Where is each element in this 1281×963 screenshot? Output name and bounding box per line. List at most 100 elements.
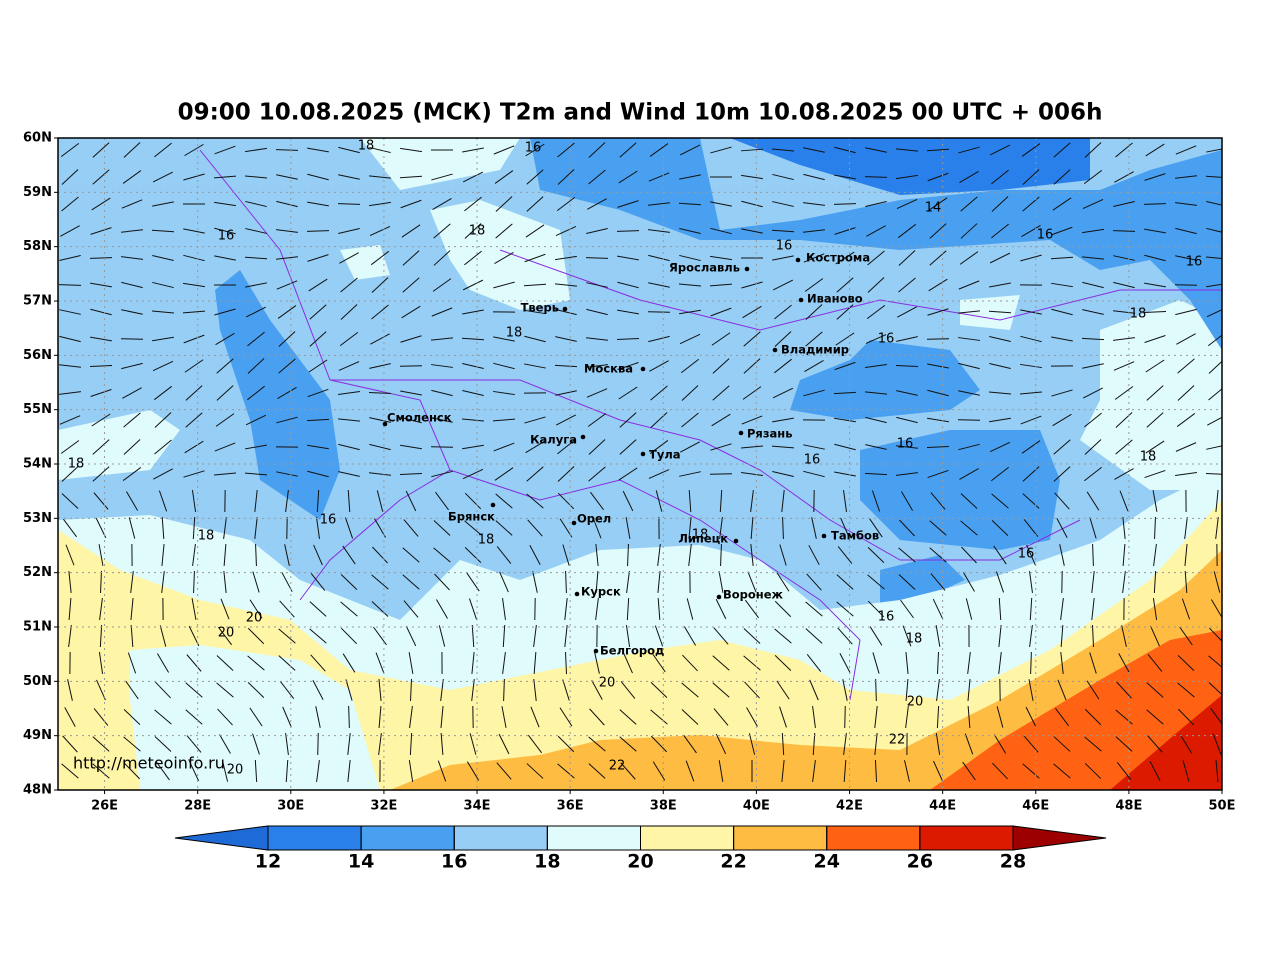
wind-barb <box>779 706 787 728</box>
wind-barb <box>1115 709 1133 725</box>
wind-barb <box>309 304 327 320</box>
wind-barb <box>836 277 854 293</box>
wind-barb <box>926 338 950 340</box>
wind-barb <box>223 571 227 593</box>
wind-barb <box>805 331 823 347</box>
wind-barb <box>685 760 695 782</box>
city-label: Москва <box>584 362 633 376</box>
wind-barb <box>1060 624 1064 648</box>
wind-barb <box>1206 445 1222 450</box>
wind-barb <box>588 466 606 482</box>
contour-label: 16 <box>878 610 895 625</box>
wind-barb <box>431 337 453 341</box>
wind-barb <box>988 391 1012 395</box>
wind-barb <box>496 762 512 780</box>
wind-barb <box>153 468 173 480</box>
wind-barb <box>776 572 790 592</box>
wind-barb <box>1022 763 1040 779</box>
wind-barb <box>1084 142 1102 158</box>
wind-barb <box>471 652 475 674</box>
wind-barb <box>339 331 359 347</box>
contour-label: 22 <box>609 759 626 774</box>
wind-barb <box>1019 391 1043 395</box>
wind-barb <box>1121 625 1127 647</box>
city-dot <box>798 297 804 303</box>
lon-label: 34E <box>464 799 491 814</box>
wind-barb <box>247 655 265 671</box>
wind-barb <box>1086 491 1100 511</box>
lon-label: 32E <box>370 799 397 814</box>
wind-barb <box>1215 490 1219 512</box>
wind-barb <box>59 391 81 395</box>
wind-barb <box>183 470 205 478</box>
wind-barb <box>495 493 513 509</box>
wind-barb <box>276 256 298 260</box>
wind-barb <box>626 597 630 621</box>
lon-label: 48E <box>1115 799 1142 814</box>
wind-barb <box>927 363 949 369</box>
wind-barb <box>835 332 855 346</box>
wind-barb <box>927 469 949 479</box>
wind-barb <box>803 202 825 206</box>
wind-barb <box>214 255 236 261</box>
wind-barb <box>1153 570 1157 594</box>
wind-barb <box>338 418 360 422</box>
wind-barb <box>958 443 980 451</box>
border <box>330 379 1081 561</box>
wind-barb <box>565 570 567 594</box>
wind-barb <box>340 277 358 293</box>
wind-barb <box>339 252 359 264</box>
wind-barb <box>1092 624 1094 648</box>
wind-barb <box>588 763 606 779</box>
wind-barb <box>524 253 546 263</box>
wind-barb <box>1177 358 1195 374</box>
wind-barb <box>898 547 916 563</box>
wind-barb <box>834 417 856 423</box>
wind-barb <box>254 490 258 512</box>
wind-barb <box>897 223 917 239</box>
wind-barb <box>1060 598 1064 620</box>
wind-barb <box>867 547 885 563</box>
wind-barb <box>307 201 329 207</box>
wind-barb <box>214 201 236 207</box>
wind-barb <box>1206 283 1222 288</box>
wind-barb <box>409 706 413 728</box>
contour-label: 20 <box>907 695 924 710</box>
wind-barb <box>869 518 883 538</box>
wind-barb <box>375 652 385 674</box>
wind-barb <box>308 278 328 292</box>
wind-barb <box>804 360 824 372</box>
wind-barb <box>277 387 297 399</box>
wind-barb <box>347 760 351 782</box>
wind-barb <box>400 390 422 396</box>
wind-barb <box>989 417 1011 423</box>
wind-barb <box>774 358 792 374</box>
wind-barb <box>840 517 850 539</box>
wind-barb <box>649 440 669 454</box>
wind-barb <box>1146 682 1164 698</box>
wind-barb <box>466 761 480 781</box>
wind-barb <box>1050 256 1074 260</box>
wind-barb <box>719 489 723 513</box>
wind-barb <box>898 250 916 266</box>
wind-barb <box>493 145 515 155</box>
wind-barb <box>90 227 112 235</box>
border <box>449 469 861 701</box>
wind-barb <box>711 332 731 346</box>
city-dot <box>795 257 801 263</box>
wind-barb <box>1122 543 1126 567</box>
temp-area <box>960 295 1020 330</box>
wind-barb <box>432 278 452 292</box>
wind-barb <box>123 736 141 752</box>
wind-barb <box>713 627 729 645</box>
wind-barb <box>496 546 512 564</box>
wind-barb <box>1091 571 1095 593</box>
wind-barb <box>958 280 980 290</box>
wind-barb <box>462 171 484 183</box>
wind-barb <box>122 387 142 399</box>
wind-barb <box>1115 439 1133 455</box>
wind-barb <box>895 365 919 367</box>
wind-barb <box>657 597 661 621</box>
wind-barb <box>774 628 792 644</box>
